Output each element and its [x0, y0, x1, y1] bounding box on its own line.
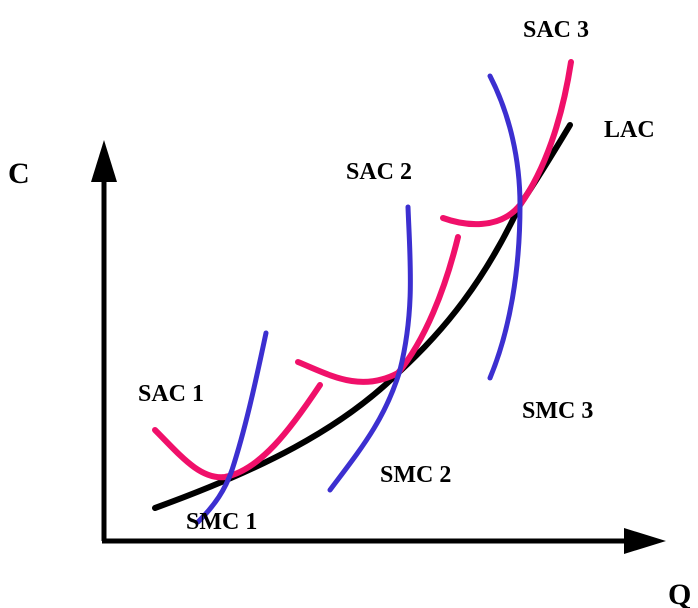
- smc2-curve: [327, 204, 413, 493]
- sac3-curve: [440, 59, 574, 228]
- x-axis-arrowhead: [624, 528, 666, 554]
- smc3-label: SMC 3: [522, 398, 593, 424]
- y-axis-label: C: [8, 157, 30, 190]
- axes: [91, 140, 666, 554]
- smc2-label: SMC 2: [380, 462, 451, 488]
- sac2-label: SAC 2: [346, 159, 412, 185]
- x-axis-label: Q: [668, 578, 691, 608]
- smc1-curve: [195, 330, 269, 525]
- sac2-curve: [295, 234, 461, 385]
- lac-label: LAC: [604, 117, 655, 143]
- sac1-curve: [152, 382, 323, 481]
- sac3-label: SAC 3: [523, 17, 589, 43]
- sac1-label: SAC 1: [138, 381, 204, 407]
- smc1-label: SMC 1: [186, 509, 257, 535]
- y-axis-arrowhead: [91, 140, 117, 182]
- smc3-curve: [487, 73, 523, 381]
